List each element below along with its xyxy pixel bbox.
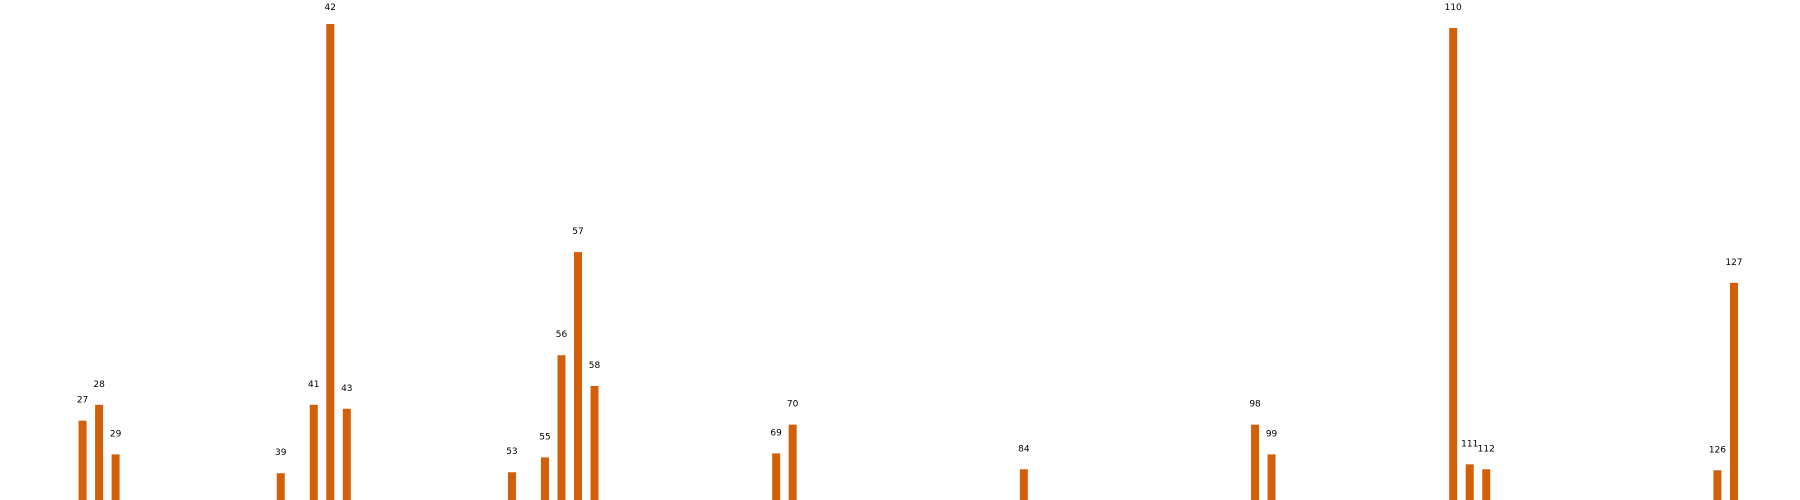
bar-110 — [1449, 27, 1458, 500]
bar-label-70: 70 — [787, 400, 799, 410]
bar-label-110: 110 — [1445, 3, 1462, 13]
bar-41 — [309, 404, 318, 500]
bar-label-42: 42 — [325, 3, 336, 13]
bar-label-111: 111 — [1461, 439, 1478, 449]
bar-42 — [326, 24, 335, 500]
bar-98 — [1251, 424, 1260, 500]
bar-label-55: 55 — [539, 432, 550, 442]
bar-label-41: 41 — [308, 380, 319, 390]
bar-29 — [111, 454, 120, 500]
bar-57 — [573, 252, 582, 500]
bar-label-29: 29 — [110, 429, 122, 439]
bar-28 — [95, 404, 104, 500]
bar-58 — [590, 385, 599, 500]
bar-label-58: 58 — [589, 361, 601, 371]
bar-label-27: 27 — [77, 396, 88, 406]
bar-126 — [1713, 470, 1722, 500]
bar-label-53: 53 — [506, 447, 517, 457]
bar-label-39: 39 — [275, 448, 287, 458]
bar-84 — [1019, 469, 1028, 500]
bar-55 — [540, 457, 549, 500]
bar-labels-layer: 27 28 29 39 41 42 43 53 55 56 57 58 69 70 84 98 99 110 111… — [77, 3, 1743, 458]
bar-label-28: 28 — [93, 380, 105, 390]
bar-label-43: 43 — [341, 384, 352, 394]
bar-111 — [1465, 464, 1474, 500]
bar-label-99: 99 — [1266, 429, 1278, 439]
bar-label-57: 57 — [572, 227, 583, 237]
bar-43 — [342, 408, 351, 500]
bar-label-69: 69 — [770, 428, 782, 438]
bar-112 — [1482, 469, 1491, 500]
bar-53 — [507, 472, 516, 500]
bar-99 — [1267, 454, 1276, 500]
bar-39 — [276, 473, 285, 500]
bar-56 — [557, 355, 566, 500]
bar-label-127: 127 — [1725, 258, 1742, 268]
bar-127 — [1729, 282, 1738, 500]
bars-layer — [78, 24, 1738, 500]
bar-69 — [772, 453, 781, 500]
bar-label-98: 98 — [1249, 400, 1261, 410]
bar-70 — [788, 424, 797, 500]
bar-label-56: 56 — [556, 330, 568, 340]
bar-label-84: 84 — [1018, 444, 1030, 454]
bar-label-112: 112 — [1478, 444, 1495, 454]
bar-27 — [78, 420, 87, 500]
bar-label-126: 126 — [1709, 445, 1726, 455]
